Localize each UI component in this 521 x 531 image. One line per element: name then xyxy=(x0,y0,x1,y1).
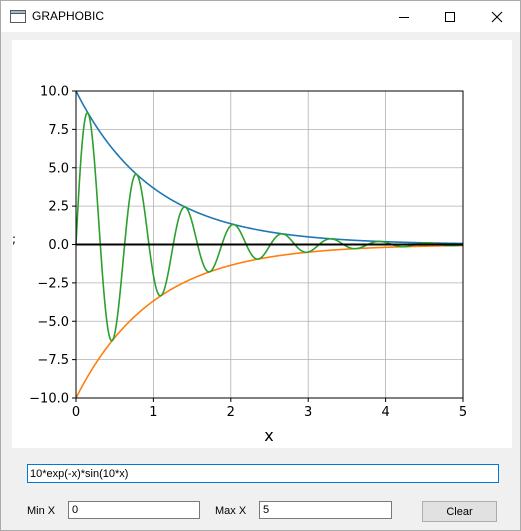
min-x-input[interactable] xyxy=(68,501,200,519)
y-tick-label: −7.5 xyxy=(37,353,69,368)
y-tick-label: 0.0 xyxy=(48,238,69,253)
maximize-icon xyxy=(444,11,456,23)
x-tick-label: 2 xyxy=(227,405,235,420)
x-tick-label: 1 xyxy=(149,405,157,420)
y-tick-label: 5.0 xyxy=(48,161,69,176)
y-tick-label: −2.5 xyxy=(37,276,69,291)
window-title: GRAPHOBIC xyxy=(32,9,104,23)
minimize-button[interactable] xyxy=(381,1,427,32)
series-line-2 xyxy=(76,113,463,341)
maximize-button[interactable] xyxy=(427,1,473,32)
close-button[interactable] xyxy=(474,1,520,32)
series-line-0 xyxy=(76,91,463,243)
plot-area: 0 1 2 3 4 5 10.0 7.5 5.0 2.5 0.0 −2.5 −5.0 −7.5 −10.0 … xyxy=(12,40,512,448)
x-tick-label: 5 xyxy=(459,405,467,420)
y-tick-label: −5.0 xyxy=(37,315,69,330)
y-tick-label: 2.5 xyxy=(48,200,69,215)
minimize-icon xyxy=(398,11,410,23)
x-tick-label: 3 xyxy=(304,405,312,420)
x-tick-label: 0 xyxy=(72,405,80,420)
y-axis-label: ; xyxy=(12,232,16,246)
clear-button[interactable]: Clear xyxy=(422,501,497,522)
max-x-label: Max X xyxy=(215,505,246,517)
y-tick-label: −10.0 xyxy=(29,392,69,407)
series-line-1 xyxy=(76,246,463,398)
expression-input[interactable] xyxy=(27,464,499,483)
function-chart: 0 1 2 3 4 510.07.55.02.50.0−2.5−5.0−7.5−10.0 … xyxy=(12,40,512,448)
y-tick-label: 10.0 xyxy=(40,85,69,100)
app-icon xyxy=(10,10,26,23)
close-icon xyxy=(491,11,503,23)
title-bar[interactable]: GRAPHOBIC xyxy=(1,1,520,32)
x-tick-label: 4 xyxy=(381,405,389,420)
max-x-input[interactable] xyxy=(259,501,392,519)
min-x-label: Min X xyxy=(27,505,55,517)
y-tick-label: 7.5 xyxy=(48,123,69,138)
x-axis-label: x xyxy=(264,426,273,445)
